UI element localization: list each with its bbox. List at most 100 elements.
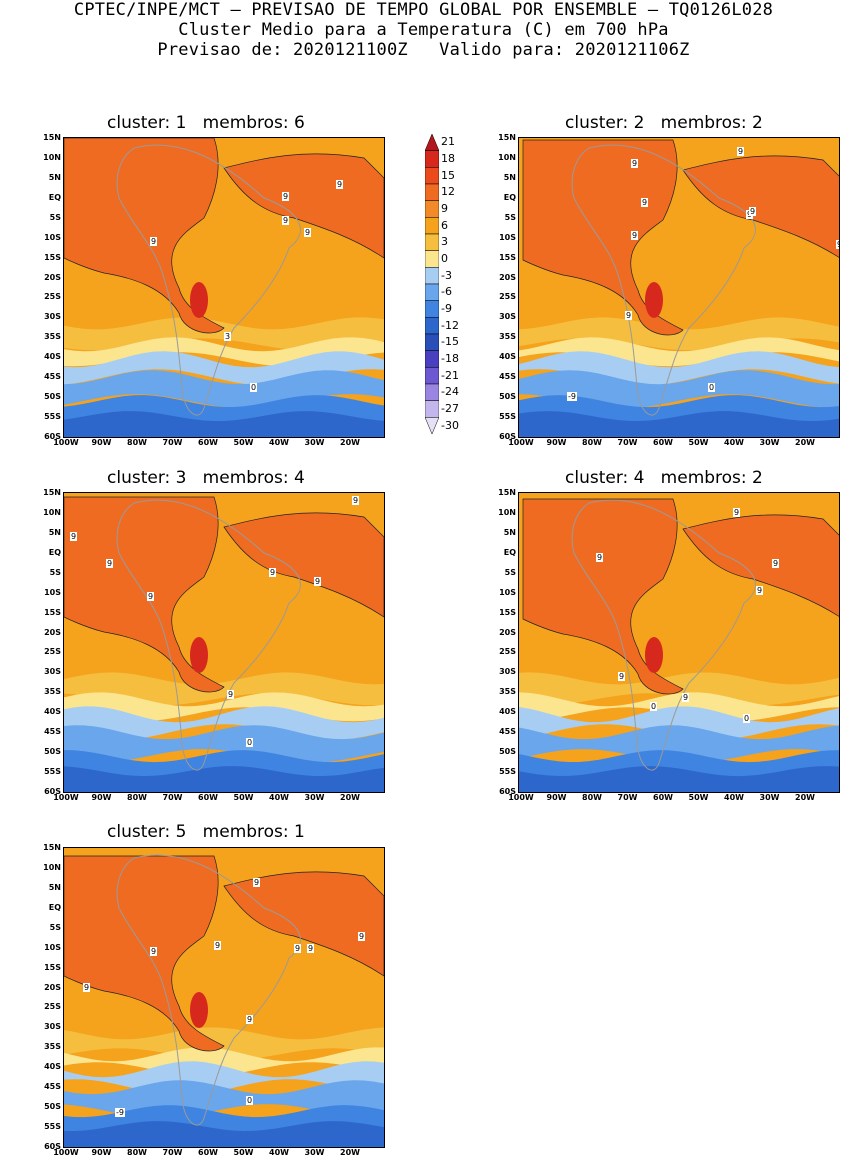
contour-label: 3	[224, 332, 232, 341]
lon-tick-label: 60W	[653, 793, 673, 802]
colorbar-label: 15	[441, 168, 455, 182]
colorbar-label: -21	[441, 368, 459, 382]
colorbar-label: 3	[441, 235, 448, 249]
contour-label: 0	[708, 383, 716, 392]
lon-tick-label: 40W	[724, 438, 744, 447]
lat-tick-label: 55S	[44, 767, 61, 777]
contour-label: 9	[147, 592, 155, 601]
lat-tick-label: 15S	[499, 607, 516, 617]
lon-tick-label: 70W	[162, 438, 183, 447]
contour-label: 9	[83, 983, 91, 992]
lon-tick-label: 90W	[546, 793, 567, 802]
panel-title-4: cluster: 4 membros: 2	[565, 468, 763, 488]
colorbar-swatch	[424, 233, 440, 251]
warm-region	[64, 496, 225, 693]
colorbar-label: -3	[441, 268, 452, 282]
lon-tick-label: 20W	[340, 793, 360, 802]
contour-label: 9	[336, 180, 344, 189]
contour-label: 9	[253, 878, 261, 887]
temperature-band	[64, 1047, 384, 1077]
colorbar-swatch	[424, 183, 440, 201]
lon-tick-label: 50W	[233, 793, 254, 802]
colorbar-swatch	[424, 250, 440, 268]
temperature-band	[64, 725, 384, 764]
hot-core	[190, 992, 208, 1028]
temperature-map-5: 9 9 9 9 9 9 9 9 0 -9	[63, 847, 385, 1148]
colorbar-swatch	[424, 283, 440, 301]
lat-tick-label: 5N	[503, 172, 516, 182]
panel-title-1: cluster: 1 membros: 6	[107, 113, 305, 133]
temperature-band	[519, 706, 839, 741]
colorbar-swatch	[424, 400, 440, 418]
lon-tick-label: 30W	[304, 1148, 325, 1157]
lat-tick-label: 45S	[44, 372, 61, 382]
lat-tick-label: 5N	[503, 527, 516, 537]
warm-region	[682, 155, 839, 258]
lat-tick-label: 20S	[499, 627, 516, 637]
lat-tick-label: 35S	[499, 332, 516, 342]
lat-tick-label: 45S	[44, 1082, 61, 1092]
contour-label: 9	[631, 231, 639, 240]
contour-label: 9	[70, 532, 78, 541]
colorbar-swatch	[424, 267, 440, 285]
lat-tick-label: 35S	[44, 332, 61, 342]
colorbar-swatch	[424, 150, 440, 168]
continent-outline	[571, 144, 756, 416]
contour-label: 9	[749, 207, 757, 216]
lat-tick-label: 20S	[44, 627, 61, 637]
lat-tick-label: 30S	[44, 667, 61, 677]
colorbar-swatch	[424, 133, 440, 151]
continent-outline	[116, 499, 301, 771]
lat-tick-label: 5S	[49, 567, 61, 577]
lon-tick-label: 20W	[795, 793, 815, 802]
colorbar-swatch	[424, 167, 440, 185]
contour-label: 9	[352, 496, 360, 505]
colorbar-swatch	[424, 217, 440, 235]
temperature-band	[519, 725, 839, 764]
lat-tick-label: 45S	[499, 372, 516, 382]
colorbar-swatch	[424, 200, 440, 218]
temperature-map-1: 9 9 9 9 9 3 0	[63, 137, 385, 438]
contour-label: 0	[250, 383, 258, 392]
lat-tick-label: 10S	[499, 587, 516, 597]
colorbar-swatch	[424, 417, 440, 435]
lon-tick-label: 20W	[795, 438, 815, 447]
colorbar-label: -6	[441, 285, 452, 299]
lat-tick-label: 40S	[44, 1062, 61, 1072]
contour-label: 9	[737, 147, 745, 156]
lat-tick-label: 40S	[499, 707, 516, 717]
lat-tick-label: 30S	[44, 1022, 61, 1032]
continent-outline	[116, 144, 301, 416]
lat-tick-label: 55S	[499, 412, 516, 422]
lat-tick-label: 60S	[499, 787, 516, 796]
lat-tick-label: 15N	[498, 133, 516, 142]
lat-tick-label: 10S	[499, 232, 516, 242]
lat-tick-label: 35S	[44, 687, 61, 697]
temperature-band	[519, 766, 839, 792]
lat-tick-label: EQ	[48, 547, 61, 557]
temperature-band	[64, 706, 384, 741]
temperature-band	[519, 411, 839, 437]
colorbar-label: 12	[441, 185, 455, 199]
header-line-3: Previsao de: 2020121100Z Valido para: 20…	[157, 40, 690, 60]
warm-region	[223, 153, 384, 259]
continent-outline	[571, 499, 756, 771]
lat-tick-label: 15N	[43, 843, 61, 852]
colorbar-label: 18	[441, 152, 455, 165]
colorbar-bar	[424, 133, 440, 435]
contour-label: 9	[733, 508, 741, 517]
contour-label: 9	[314, 577, 322, 586]
lon-tick-label: 80W	[582, 793, 602, 802]
lat-tick-label: 60S	[44, 432, 61, 441]
contour-label: 9	[625, 311, 633, 320]
lat-tick-label: 30S	[499, 667, 516, 677]
lat-tick-label: 5S	[49, 922, 61, 932]
lon-tick-label: 50W	[688, 438, 709, 447]
contour-label: 9	[150, 947, 158, 956]
hot-core	[645, 637, 663, 673]
lat-tick-label: 35S	[44, 1042, 61, 1052]
lat-tick-label: 45S	[499, 727, 516, 737]
temperature-map-3: 9 9 9 9 9 9 9 0	[63, 492, 385, 793]
contour-label: 9	[772, 559, 780, 568]
lat-tick-label: 10N	[498, 507, 516, 517]
